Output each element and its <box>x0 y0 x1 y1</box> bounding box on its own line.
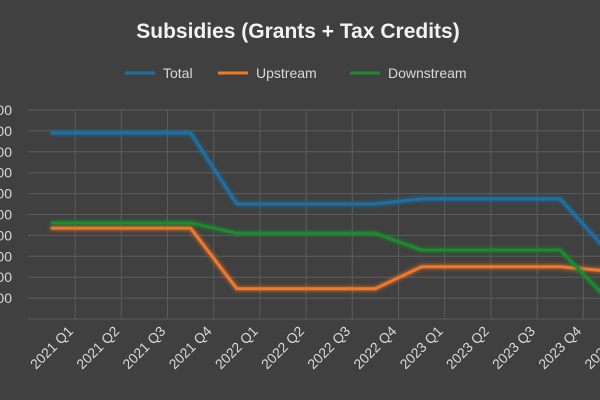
x-tick-label: 2022 Q1 <box>212 323 261 372</box>
x-tick-label: 2021 Q3 <box>119 323 168 372</box>
x-tick-label: 2023 Q1 <box>396 323 445 372</box>
y-tick-label: 000 <box>0 165 12 181</box>
legend: Total Upstream Downstream <box>125 65 467 81</box>
y-tick-label: 000 <box>0 102 12 118</box>
grid <box>28 109 600 320</box>
legend-label-total: Total <box>163 65 193 81</box>
y-tick-label: 000 <box>0 123 12 139</box>
series-layer <box>50 131 600 294</box>
series-line-total <box>50 131 600 246</box>
y-tick-label: 000 <box>0 227 12 243</box>
x-tick-label: 2021 Q1 <box>27 323 76 372</box>
y-axis: 000 000 000 000 000 000 000 000 000 000 <box>0 102 12 306</box>
chart-title: Subsidies (Grants + Tax Credits) <box>136 20 459 43</box>
x-tick-label: 2022 Q2 <box>258 323 307 372</box>
y-tick-label: 000 <box>0 248 12 264</box>
series-line-downstream <box>50 221 600 294</box>
series-line-upstream <box>50 226 600 291</box>
x-tick-label: 2021 Q2 <box>73 323 122 372</box>
x-tick-label: 2022 Q3 <box>304 323 353 372</box>
y-tick-label: 000 <box>0 186 12 202</box>
x-tick-label: 2023 Q3 <box>489 323 538 372</box>
x-tick-label: 2021 Q4 <box>165 323 214 372</box>
y-tick-label: 000 <box>0 290 12 306</box>
x-tick-label: 2023 Q2 <box>443 323 492 372</box>
legend-label-downstream: Downstream <box>388 65 467 81</box>
x-tick-label: 2023 Q4 <box>535 323 584 372</box>
y-tick-label: 000 <box>0 207 12 223</box>
y-tick-label: 000 <box>0 269 12 285</box>
y-tick-label: 000 <box>0 144 12 160</box>
legend-label-upstream: Upstream <box>256 65 317 81</box>
x-tick-label: 2022 Q4 <box>350 323 399 372</box>
x-tick-label: 2024 Q1 <box>581 323 600 372</box>
